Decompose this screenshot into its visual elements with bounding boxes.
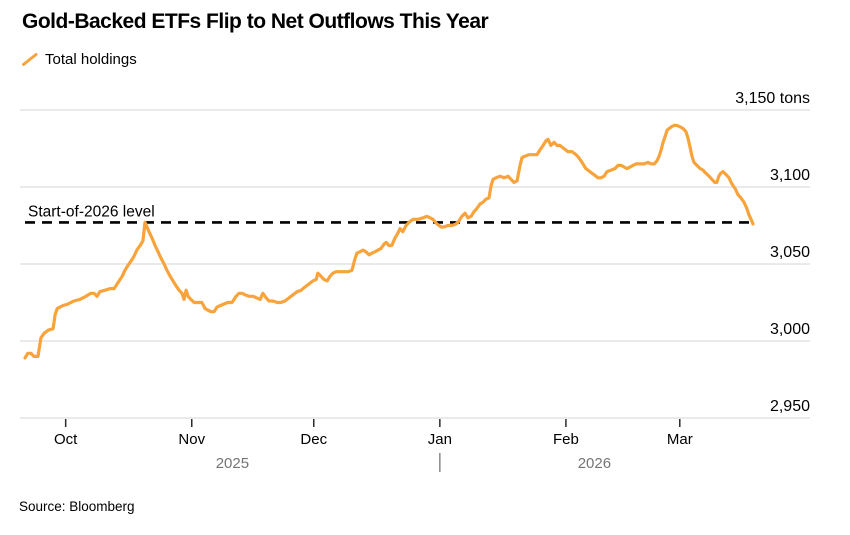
year-label: 2025 — [216, 455, 249, 472]
legend-line-icon — [22, 53, 38, 66]
y-axis-label: 3,100 — [770, 167, 810, 184]
y-axis-label: 2,950 — [770, 398, 810, 415]
legend-label: Total holdings — [45, 51, 137, 68]
source-text: Source: Bloomberg — [19, 499, 135, 514]
chart-title: Gold-Backed ETFs Flip to Net Outflows Th… — [22, 10, 489, 33]
x-axis-label: Nov — [178, 431, 205, 448]
x-axis-label: Jan — [428, 431, 452, 448]
x-axis-label: Oct — [54, 431, 78, 448]
y-axis-label: 3,150 tons — [735, 90, 810, 107]
reference-line-label: Start-of-2026 level — [28, 203, 155, 220]
y-axis-label: 3,050 — [770, 244, 810, 261]
x-axis-label: Dec — [300, 431, 327, 448]
total-holdings-line — [23, 123, 755, 360]
legend: Total holdings — [22, 51, 137, 68]
year-label: 2026 — [578, 455, 611, 472]
x-axis-label: Mar — [667, 431, 693, 448]
y-axis-label: 3,000 — [770, 321, 810, 338]
x-axis-label: Feb — [553, 431, 579, 448]
